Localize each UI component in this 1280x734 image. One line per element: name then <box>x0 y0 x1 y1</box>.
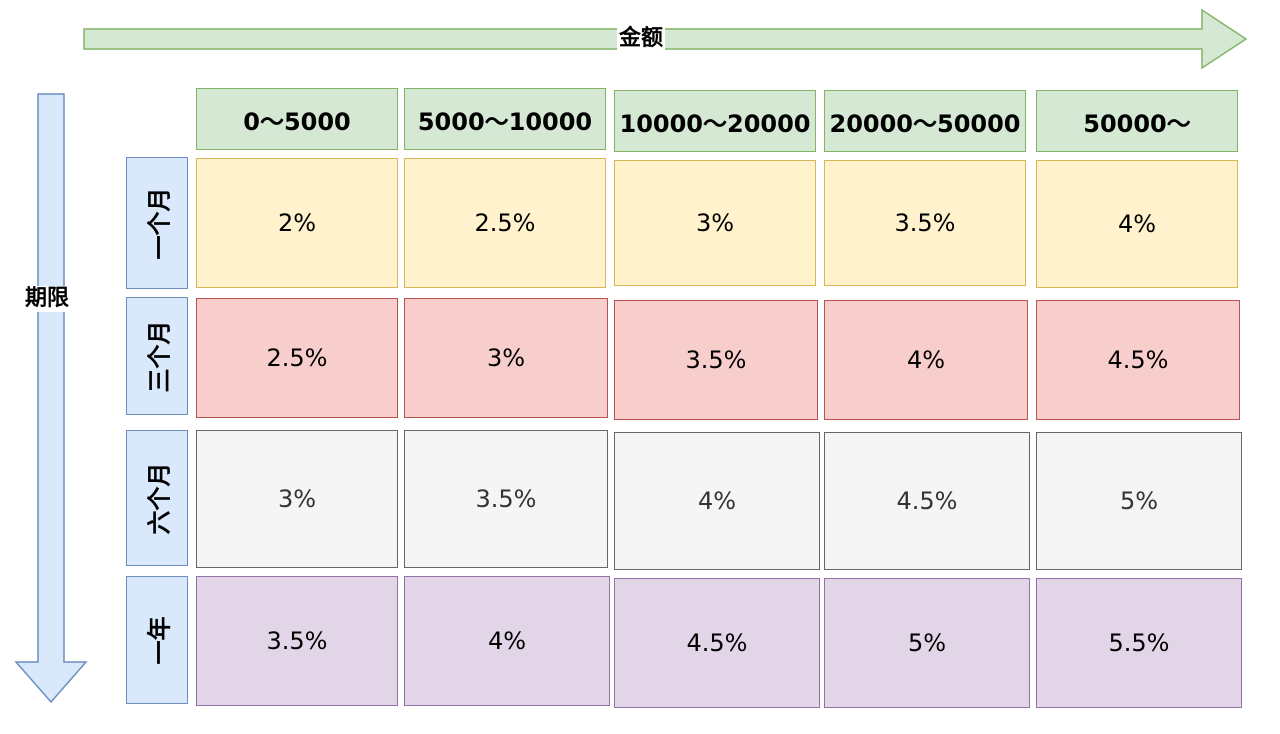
rate-cell: 3.5% <box>196 576 398 706</box>
rate-cell: 5.5% <box>1036 578 1242 708</box>
row-header-label: 一年 <box>145 616 174 664</box>
row-header-label: 六个月 <box>145 462 174 534</box>
column-header-10000-20000: 10000～20000 <box>614 90 816 152</box>
row-header-six-months: 六个月 <box>126 430 188 566</box>
column-header-5000-10000: 5000～10000 <box>404 88 606 150</box>
rate-cell: 4% <box>824 300 1028 420</box>
rate-cell: 3% <box>196 430 398 568</box>
rate-cell: 4.5% <box>614 578 820 708</box>
rate-cell: 4.5% <box>824 432 1030 570</box>
row-header-label: 一个月 <box>145 187 174 259</box>
rate-cell: 2.5% <box>404 158 606 288</box>
term-axis-label: 期限 <box>23 286 72 312</box>
rate-cell: 3% <box>614 160 816 286</box>
rate-cell: 2.5% <box>196 298 398 418</box>
row-header-one-month: 一个月 <box>126 157 188 289</box>
row-header-three-months: 三个月 <box>126 297 188 415</box>
rate-cell: 4% <box>614 432 820 570</box>
amount-axis-label: 金额 <box>617 26 666 52</box>
rate-cell: 5% <box>824 578 1030 708</box>
rate-cell: 2% <box>196 158 398 288</box>
rate-cell: 4% <box>1036 160 1238 288</box>
column-header-20000-50000: 20000～50000 <box>824 90 1026 152</box>
rate-cell: 4.5% <box>1036 300 1240 420</box>
rate-cell: 3.5% <box>404 430 608 568</box>
column-header-0-5000: 0～5000 <box>196 88 398 150</box>
rate-cell: 3% <box>404 298 608 418</box>
row-header-one-year: 一年 <box>126 576 188 704</box>
row-header-label: 三个月 <box>145 320 174 392</box>
column-header-50000-plus: 50000～ <box>1036 90 1238 152</box>
rate-cell: 5% <box>1036 432 1242 570</box>
rate-cell: 3.5% <box>824 160 1026 286</box>
rate-cell: 4% <box>404 576 610 706</box>
term-arrow <box>14 93 88 704</box>
rate-cell: 3.5% <box>614 300 818 420</box>
